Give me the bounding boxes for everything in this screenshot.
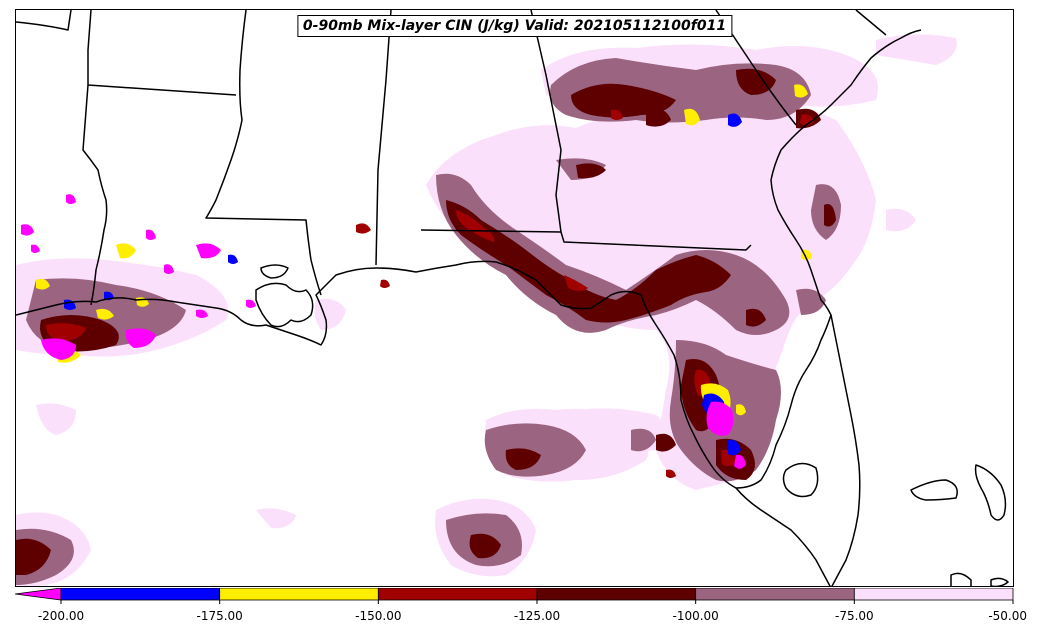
colorbar-tick-label: -50.00 xyxy=(988,609,1027,623)
carolina-coast xyxy=(855,10,887,36)
lake-okeechobee xyxy=(782,462,819,498)
fl-keys-east xyxy=(910,479,958,501)
cin-level-150-125 xyxy=(46,109,814,478)
map-panel: 0-90mb Mix-layer CIN (J/kg) Valid: 20210… xyxy=(15,9,1014,587)
florida-east-coast xyxy=(830,314,861,586)
colorbar-extend-low xyxy=(15,588,62,601)
cin-map xyxy=(16,10,1009,586)
colorbar-tick-label: -200.00 xyxy=(37,609,85,623)
ar-la-border xyxy=(87,10,237,96)
florida-west-coast xyxy=(735,487,831,586)
colorbar-segment xyxy=(377,588,538,601)
colorbar-segment xyxy=(695,588,855,601)
cuba-tip xyxy=(950,572,972,586)
bahamas-small xyxy=(990,577,1009,586)
la-tx-border xyxy=(82,84,108,306)
political-boundaries xyxy=(16,10,1009,586)
colorbar xyxy=(15,588,1014,604)
colorbar-tick-label: -75.00 xyxy=(834,609,874,623)
colorbar-segment xyxy=(219,588,379,601)
cin-level-lt-200 xyxy=(21,194,746,469)
colorbar-tick-label: -100.00 xyxy=(672,609,719,623)
cin-level-125-100 xyxy=(16,68,836,575)
colorbar-tick-label: -150.00 xyxy=(355,609,402,623)
fl-al-border xyxy=(420,229,752,251)
gulf-coastline xyxy=(16,29,922,489)
al-ga-border xyxy=(530,10,562,233)
lake-pontchartrain xyxy=(260,264,289,279)
cin-shading xyxy=(16,34,957,586)
map-title: 0-90mb Mix-layer CIN (J/kg) Valid: 20210… xyxy=(296,15,733,37)
colorbar-segment xyxy=(853,588,1014,601)
bahamas xyxy=(974,464,1007,521)
ms-river-border xyxy=(205,10,322,296)
colorbar-segment xyxy=(60,588,221,601)
ok-ar-top xyxy=(16,10,72,31)
ms-al-border xyxy=(375,10,392,266)
colorbar-segment xyxy=(536,588,697,601)
colorbar-tick-label: -125.00 xyxy=(513,609,561,623)
colorbar-tick-label: -175.00 xyxy=(196,609,243,623)
louisiana-delta xyxy=(255,282,314,328)
